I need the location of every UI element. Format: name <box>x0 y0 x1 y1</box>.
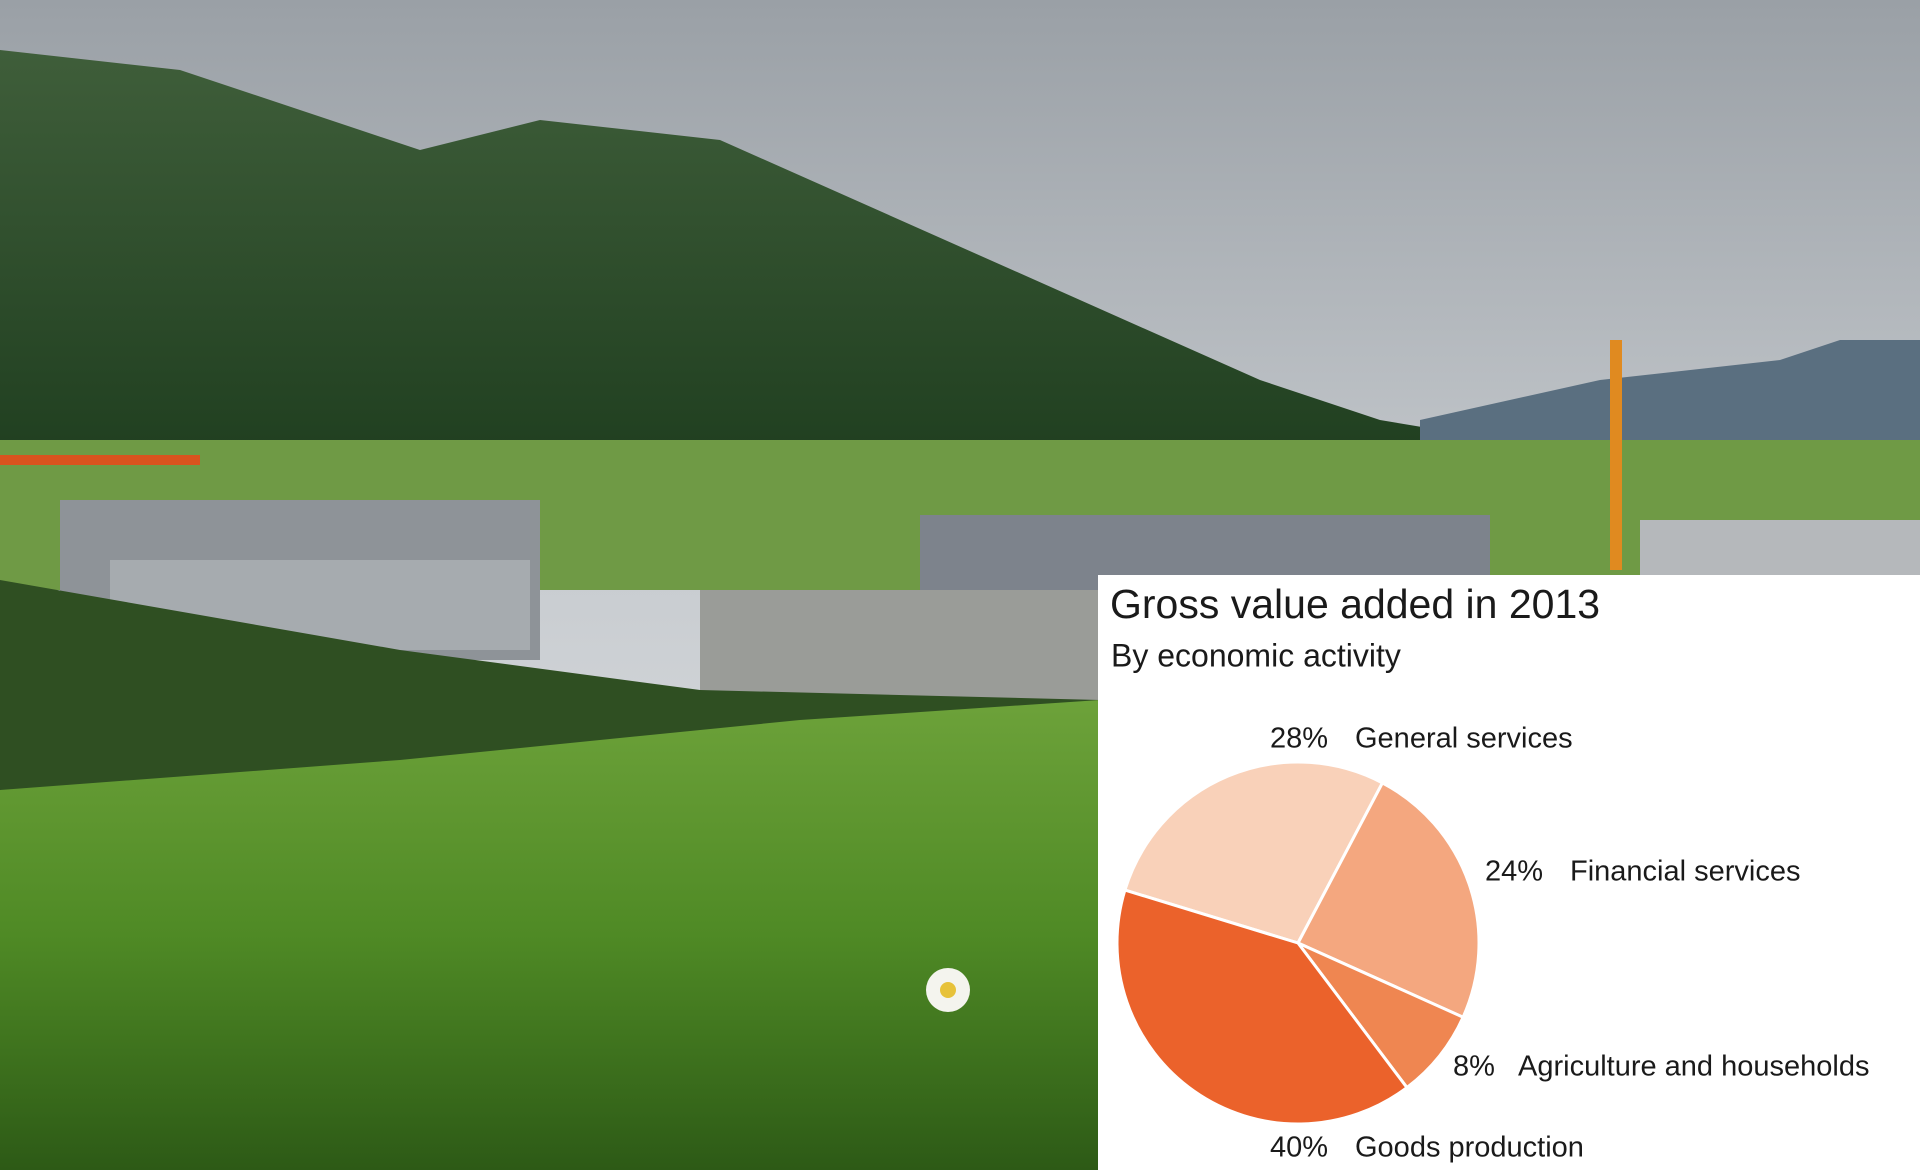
pie-slice <box>1123 760 1385 945</box>
category-label: Financial services <box>1570 856 1800 888</box>
chart-subtitle: By economic activity <box>1111 637 1401 673</box>
value-label: 40% <box>1270 1132 1328 1164</box>
value-label: 8% <box>1453 1051 1495 1083</box>
category-label: Goods production <box>1355 1132 1584 1164</box>
pie-slice <box>1115 888 1410 1126</box>
value-label: 24% <box>1485 856 1543 888</box>
pie-slice <box>1295 780 1481 1020</box>
category-label: Agriculture and households <box>1518 1051 1869 1083</box>
chart-title: Gross value added in 2013 <box>1110 581 1600 627</box>
category-label: General services <box>1355 723 1573 755</box>
pie-slice <box>1296 941 1466 1090</box>
value-label: 28% <box>1270 723 1328 755</box>
